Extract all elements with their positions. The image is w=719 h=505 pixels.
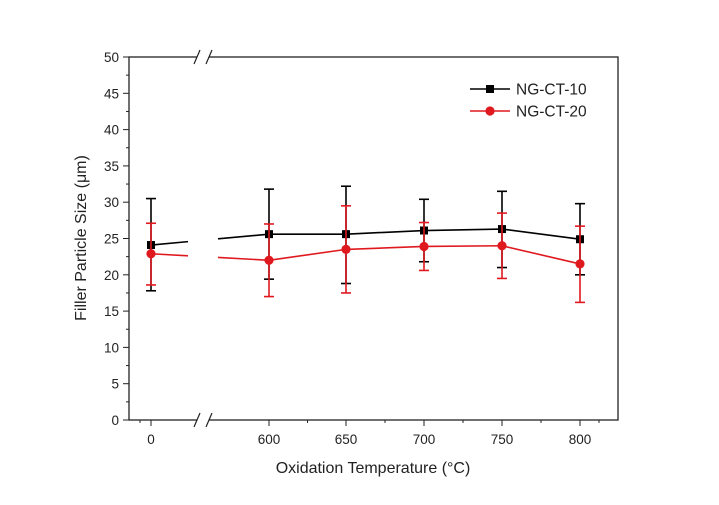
axis-break-mark — [193, 49, 201, 65]
y-axis-title: Filler Particle Size (μm) — [73, 155, 90, 321]
y-tick-label: 20 — [104, 268, 119, 283]
y-tick-label: 30 — [104, 195, 119, 210]
data-point — [341, 244, 351, 254]
data-point — [575, 259, 585, 269]
y-tick-label: 15 — [104, 304, 119, 319]
series-line — [150, 252, 189, 257]
legend-marker — [485, 106, 495, 116]
series-ng-ct-10 — [146, 185, 585, 292]
data-point — [264, 255, 274, 265]
x-tick-label: 650 — [335, 432, 358, 447]
legend-label: NG-CT-20 — [516, 104, 587, 121]
legend-item: NG-CT-20 — [470, 104, 587, 121]
axes: 0 5 10 15 20 25 30 35 40 45 50 0 600 650 700 750 800 — [104, 49, 600, 447]
series-line — [150, 240, 189, 246]
y-tick-label: 25 — [104, 232, 119, 247]
x-axis-title: Oxidation Temperature (°C) — [276, 460, 471, 477]
axis-break-mark — [205, 412, 213, 428]
axis-break-gap — [197, 54, 209, 60]
y-tick-label: 45 — [104, 86, 119, 101]
axis-break-mark — [193, 412, 201, 428]
data-point — [419, 241, 429, 252]
series-line — [217, 244, 581, 265]
axis-break-mark — [205, 49, 213, 65]
y-tick-label: 35 — [104, 159, 119, 174]
x-tick-label: 750 — [491, 432, 514, 447]
data-point — [497, 241, 507, 251]
x-tick-label: 600 — [258, 432, 281, 447]
x-tick-label: 0 — [147, 432, 155, 447]
x-tick-label: 700 — [413, 432, 436, 447]
data-point — [146, 249, 156, 259]
y-tick-label: 10 — [104, 340, 119, 355]
legend: NG-CT-10 NG-CT-20 — [470, 82, 587, 121]
legend-item: NG-CT-10 — [470, 82, 587, 99]
series-ng-ct-20 — [146, 205, 585, 304]
x-tick-label: 800 — [569, 432, 592, 447]
series-layer — [146, 185, 585, 304]
axis-break-gap — [197, 417, 209, 423]
legend-label: NG-CT-10 — [516, 82, 587, 99]
y-tick-label: 50 — [104, 50, 119, 65]
legend-marker — [486, 85, 494, 93]
y-tick-label: 40 — [104, 123, 119, 138]
y-tick-label: 0 — [111, 413, 119, 428]
series-line — [217, 228, 581, 241]
y-tick-label: 5 — [111, 377, 119, 392]
